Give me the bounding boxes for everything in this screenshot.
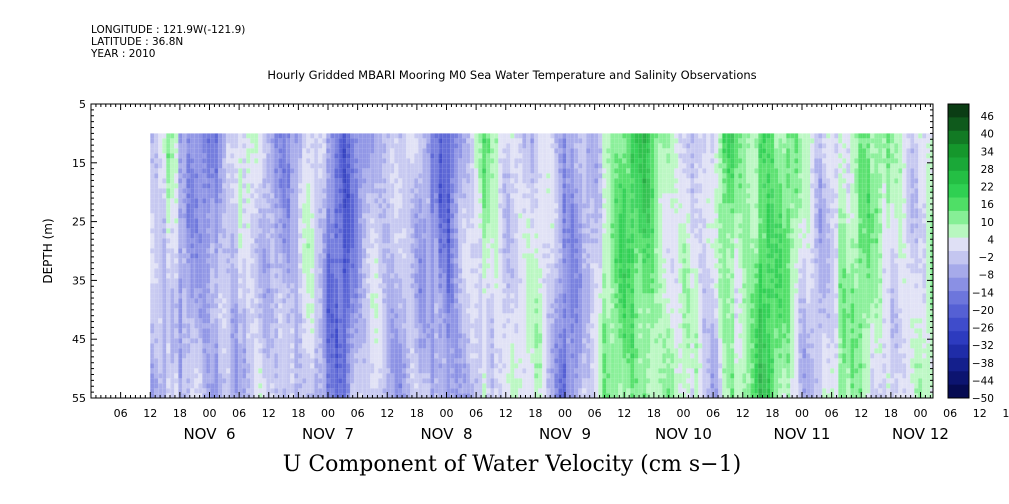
chart-title: Hourly Gridded MBARI Mooring M0 Sea Wate… [267,68,757,82]
longitude-label: LONGITUDE : 121.9W(-121.9) [91,24,246,36]
station-metadata: LONGITUDE : 121.9W(-121.9) LATITUDE : 36… [91,24,245,60]
latitude-label: LATITUDE : 36.8N [91,36,184,48]
year-label: YEAR : 2010 [91,48,156,60]
